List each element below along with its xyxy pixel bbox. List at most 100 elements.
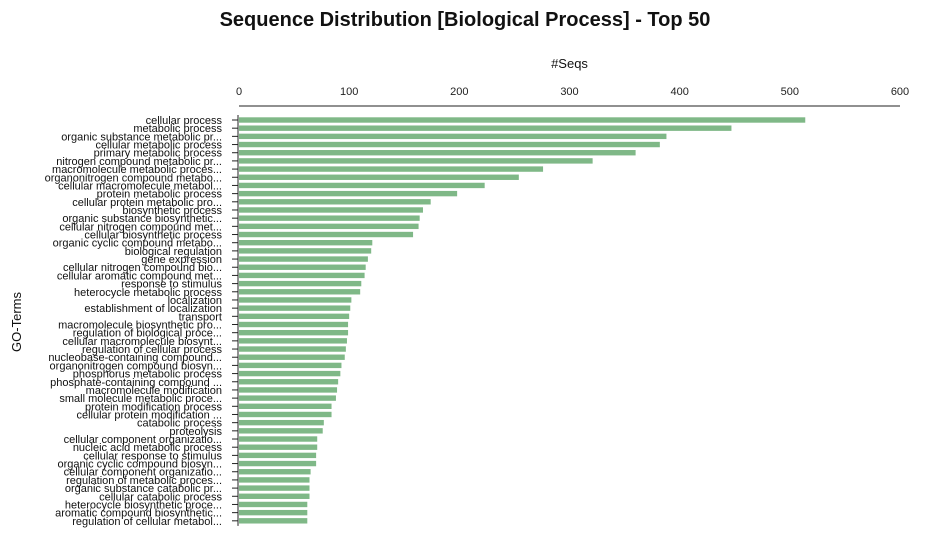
- bar: [239, 419, 324, 426]
- category-label: cellular macromolecule biosynt...: [62, 336, 222, 348]
- bar: [239, 256, 368, 262]
- bar: [239, 395, 336, 401]
- bar: [239, 240, 373, 246]
- bar: [239, 215, 420, 221]
- category-label: phosphate-containing compound ...: [50, 377, 222, 389]
- category-label: organonitrogen compound metabo...: [45, 172, 222, 184]
- category-label: cellular biosynthetic process: [84, 230, 222, 242]
- category-label: macromolecule metabolic proces...: [52, 164, 222, 176]
- category-label: cellular protein metabolic pro...: [72, 197, 222, 209]
- x-axis: 0 100 200 300 400 500 600: [236, 86, 909, 107]
- bar: [239, 313, 350, 320]
- bar: [239, 436, 318, 442]
- bar: [239, 125, 732, 131]
- category-label: small molecule metabolic proce...: [59, 393, 222, 405]
- y-axis: [232, 115, 239, 526]
- category-label: organic cyclic compound metabo...: [53, 238, 222, 250]
- bar: [239, 485, 310, 491]
- bar: [239, 362, 342, 369]
- bar: [239, 493, 310, 499]
- y-axis-title: GO-Terms: [9, 292, 24, 352]
- category-label: organic cyclic compound biosyn...: [58, 459, 222, 471]
- bar: [239, 199, 431, 205]
- category-label: catabolic process: [137, 418, 222, 430]
- category-label: macromolecule modification: [86, 385, 222, 397]
- category-label: cellular aromatic compound met...: [57, 270, 222, 282]
- category-label: heterocycle metabolic process: [74, 287, 222, 299]
- bar: [239, 477, 310, 483]
- chart-title: Sequence Distribution [Biological Proces…: [219, 9, 711, 31]
- category-label: cellular component organizatio...: [64, 434, 222, 446]
- bar: [239, 321, 349, 328]
- bar: [239, 518, 308, 524]
- bar: [239, 509, 308, 516]
- category-label: nucleic acid metabolic process: [73, 442, 223, 454]
- category-label: cellular nitrogen compound met...: [59, 221, 222, 233]
- category-label: cellular process: [146, 115, 223, 127]
- category-label: protein modification process: [85, 401, 222, 413]
- bar: [239, 141, 660, 148]
- bar: [239, 329, 349, 336]
- x-tick-label: 600: [891, 86, 909, 98]
- x-tick-label: 400: [670, 86, 688, 98]
- category-label: response to stimulus: [121, 279, 222, 291]
- bar: [239, 469, 311, 475]
- x-tick-label: 300: [560, 86, 578, 98]
- bar: [239, 117, 806, 123]
- category-label: organic substance biosynthetic...: [62, 213, 222, 225]
- category-label: cellular catabolic process: [99, 491, 222, 503]
- bar: [239, 150, 636, 156]
- category-label: nitrogen compound metabolic pr...: [56, 156, 222, 168]
- category-label: regulation of cellular process: [82, 344, 223, 356]
- bar: [239, 346, 346, 352]
- category-label: cellular metabolic process: [95, 140, 222, 152]
- category-label: localization: [168, 295, 222, 307]
- bar: [239, 370, 341, 377]
- bar: [239, 297, 352, 303]
- category-label: organic substance catabolic pr...: [65, 483, 222, 495]
- x-tick-label: 200: [450, 86, 468, 98]
- category-label: establishment of localization: [84, 303, 222, 315]
- category-label: cellular nitrogen compound bio...: [63, 262, 222, 274]
- category-label: heterocycle biosynthetic proce...: [65, 499, 222, 511]
- category-label: biosynthetic process: [122, 205, 222, 217]
- category-label: aromatic compound biosynthetic...: [55, 508, 222, 520]
- category-label: primary metabolic process: [94, 148, 223, 160]
- bar: [239, 379, 339, 385]
- bar: [239, 501, 308, 508]
- bar: [239, 190, 458, 197]
- bar: [239, 280, 362, 287]
- category-label: macromolecule biosynthetic pro...: [58, 320, 222, 332]
- category-label: organic substance metabolic pr...: [61, 131, 222, 143]
- bar: [239, 133, 667, 140]
- x-tick-label: 500: [781, 86, 799, 98]
- category-label: transport: [179, 311, 222, 323]
- bar: [239, 460, 317, 467]
- bar: [239, 403, 332, 409]
- x-tick-label: 0: [236, 86, 242, 98]
- category-label: cellular protein modification ...: [76, 409, 222, 421]
- bar: [239, 305, 351, 311]
- category-label: metabolic process: [133, 123, 222, 135]
- bar: [239, 444, 318, 450]
- category-label: gene expression: [141, 254, 222, 266]
- category-label: regulation of cellular metabol...: [72, 516, 222, 528]
- bars: [239, 117, 806, 524]
- bar: [239, 248, 372, 254]
- x-tick-label: 100: [340, 86, 358, 98]
- bar: [239, 338, 347, 344]
- category-label: phosphorus metabolic process: [73, 369, 223, 381]
- bar: [239, 223, 419, 230]
- bar: [239, 452, 317, 459]
- category-label: regulation of biological proce...: [73, 328, 222, 340]
- bar: [239, 428, 323, 434]
- bar: [239, 289, 361, 295]
- bar: [239, 182, 485, 189]
- bar: [239, 207, 423, 213]
- bar: [239, 264, 366, 270]
- category-label: cellular response to stimulus: [83, 450, 222, 462]
- category-label: regulation of metabolic proces...: [66, 475, 222, 487]
- category-label: cellular component organizatio...: [64, 467, 222, 479]
